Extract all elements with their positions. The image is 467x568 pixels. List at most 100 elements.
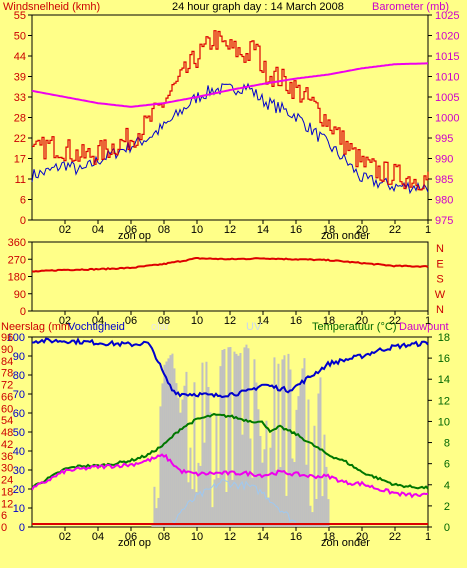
- baro-y-tick-label: 1005: [435, 92, 459, 104]
- baro-y-tick-label: 1000: [435, 113, 459, 125]
- wind-x-tick-label: 20: [356, 224, 368, 236]
- compass-label: W: [435, 289, 446, 301]
- direction-x-tick-label: 22: [389, 315, 401, 327]
- baro-axis-label: Barometer (mb): [372, 1, 449, 13]
- wind-y-tick-label: 0: [20, 215, 26, 227]
- rain-y-tick-label: 90: [1, 344, 13, 356]
- wind-gust-line: [32, 30, 429, 191]
- climate-x-tick-label: 1: [425, 531, 431, 543]
- wind-x-tick-label: 14: [257, 224, 269, 236]
- wind-y-tick-label: 6: [20, 195, 26, 207]
- direction-x-tick-label: 16: [290, 315, 302, 327]
- wind-y-tick-label: 33: [14, 92, 26, 104]
- rain-y-tick-label: 30: [1, 463, 13, 475]
- rain-y-tick-label: 18: [1, 486, 13, 498]
- temperature-y-tick-label: 12: [438, 395, 450, 407]
- humidity-y-tick-label: 10: [13, 503, 25, 515]
- rain-y-tick-label: 36: [1, 451, 13, 463]
- wind-x-tick-label: 06: [125, 224, 137, 236]
- humidity-y-tick-label: 100: [7, 332, 25, 344]
- baro-y-tick-label: 985: [435, 174, 453, 186]
- rain-y-tick-label: 96: [1, 332, 13, 344]
- wind-x-tick-label: 16: [290, 224, 302, 236]
- rain-axis-label: Neerslag (mm: [1, 321, 70, 333]
- wind-x-tick-label: 08: [158, 224, 170, 236]
- wind-axis-label: Windsnelheid (kmh): [3, 1, 100, 13]
- uv-line: [171, 478, 297, 524]
- wind-y-tick-label: 17: [14, 154, 26, 166]
- sunset-label-1: zon onder: [321, 230, 370, 242]
- climate-x-tick-label: 16: [290, 531, 302, 543]
- temperature-y-tick-label: 6: [444, 459, 450, 471]
- climate-x-tick-label: 14: [257, 531, 269, 543]
- wind-y-tick-label: 11: [15, 174, 26, 186]
- wind-x-tick-label: 10: [191, 224, 203, 236]
- temperature-y-tick-label: 4: [444, 480, 450, 492]
- humidity-y-tick-label: 90: [13, 351, 25, 363]
- wind-y-tick-label: 28: [14, 113, 26, 125]
- wind-x-tick-label: 02: [59, 224, 71, 236]
- uv-axis-label: UV: [246, 321, 262, 333]
- temperature-y-tick-label: 18: [438, 332, 450, 344]
- direction-x-tick-label: 04: [92, 315, 104, 327]
- temperature-y-tick-label: 8: [444, 438, 450, 450]
- direction-x-tick-label: 02: [59, 315, 71, 327]
- wind-x-tick-label: 1: [425, 224, 431, 236]
- humidity-y-tick-label: 60: [13, 408, 25, 420]
- direction-x-tick-label: 20: [356, 315, 368, 327]
- wind-x-tick-label: 12: [224, 224, 236, 236]
- baro-y-tick-label: 1020: [435, 31, 459, 43]
- wind-x-tick-label: 22: [389, 224, 401, 236]
- climate-x-tick-label: 20: [356, 531, 368, 543]
- humidity-y-tick-label: 50: [13, 427, 25, 439]
- rain-y-tick-label: 6: [1, 510, 7, 522]
- humidity-y-tick-label: 30: [13, 465, 25, 477]
- baro-y-tick-label: 1025: [435, 10, 459, 22]
- direction-x-tick-label: 10: [191, 315, 203, 327]
- humidity-line: [32, 337, 429, 399]
- baro-y-tick-label: 1015: [435, 51, 459, 63]
- direction-y-tick-label: 360: [8, 237, 26, 249]
- humidity-y-tick-label: 70: [13, 389, 25, 401]
- wind-y-tick-label: 22: [14, 133, 26, 145]
- rain-y-tick-label: 72: [1, 380, 13, 392]
- humidity-y-tick-label: 0: [19, 522, 25, 534]
- graph-title: 24 hour graph day : 14 March 2008: [172, 1, 344, 13]
- climate-x-tick-label: 12: [224, 531, 236, 543]
- sunset-label-2: zon onder: [321, 537, 370, 549]
- rain-y-tick-label: 0: [1, 522, 7, 534]
- humidity-y-tick-label: 80: [13, 370, 25, 382]
- wind-y-tick-label: 50: [14, 31, 26, 43]
- direction-x-tick-label: 1: [425, 315, 431, 327]
- temperature-y-tick-label: 0: [444, 522, 450, 534]
- climate-x-tick-label: 04: [92, 531, 104, 543]
- dewpoint-line: [31, 453, 429, 499]
- baro-y-tick-label: 980: [435, 195, 453, 207]
- rain-y-tick-label: 60: [1, 403, 13, 415]
- direction-x-tick-label: 14: [257, 315, 269, 327]
- temperature-line: [31, 412, 429, 490]
- climate-x-tick-label: 10: [191, 531, 203, 543]
- baro-y-tick-label: 990: [435, 154, 453, 166]
- wind-x-tick-label: 04: [92, 224, 104, 236]
- direction-x-tick-label: 08: [158, 315, 170, 327]
- wind-x-tick-label: 18: [323, 224, 335, 236]
- climate-x-tick-label: 06: [125, 531, 137, 543]
- temperature-axis-label: Temperatuur (°C): [312, 321, 396, 333]
- temperature-y-tick-label: 16: [438, 353, 450, 365]
- solar-axis-label: olar: [151, 321, 170, 333]
- rain-y-tick-label: 42: [1, 439, 13, 451]
- baro-y-tick-label: 995: [435, 133, 453, 145]
- compass-label: N: [436, 304, 444, 316]
- direction-y-tick-label: 90: [14, 289, 26, 301]
- wind-y-tick-label: 44: [14, 51, 26, 63]
- wind-y-tick-label: 55: [14, 10, 26, 22]
- wind-direction-line: [31, 257, 429, 273]
- climate-x-tick-label: 18: [323, 531, 335, 543]
- compass-label: N: [436, 243, 444, 255]
- rain-y-tick-label: 24: [1, 475, 13, 487]
- direction-y-tick-label: 270: [8, 254, 26, 266]
- baro-y-tick-label: 1010: [435, 72, 459, 84]
